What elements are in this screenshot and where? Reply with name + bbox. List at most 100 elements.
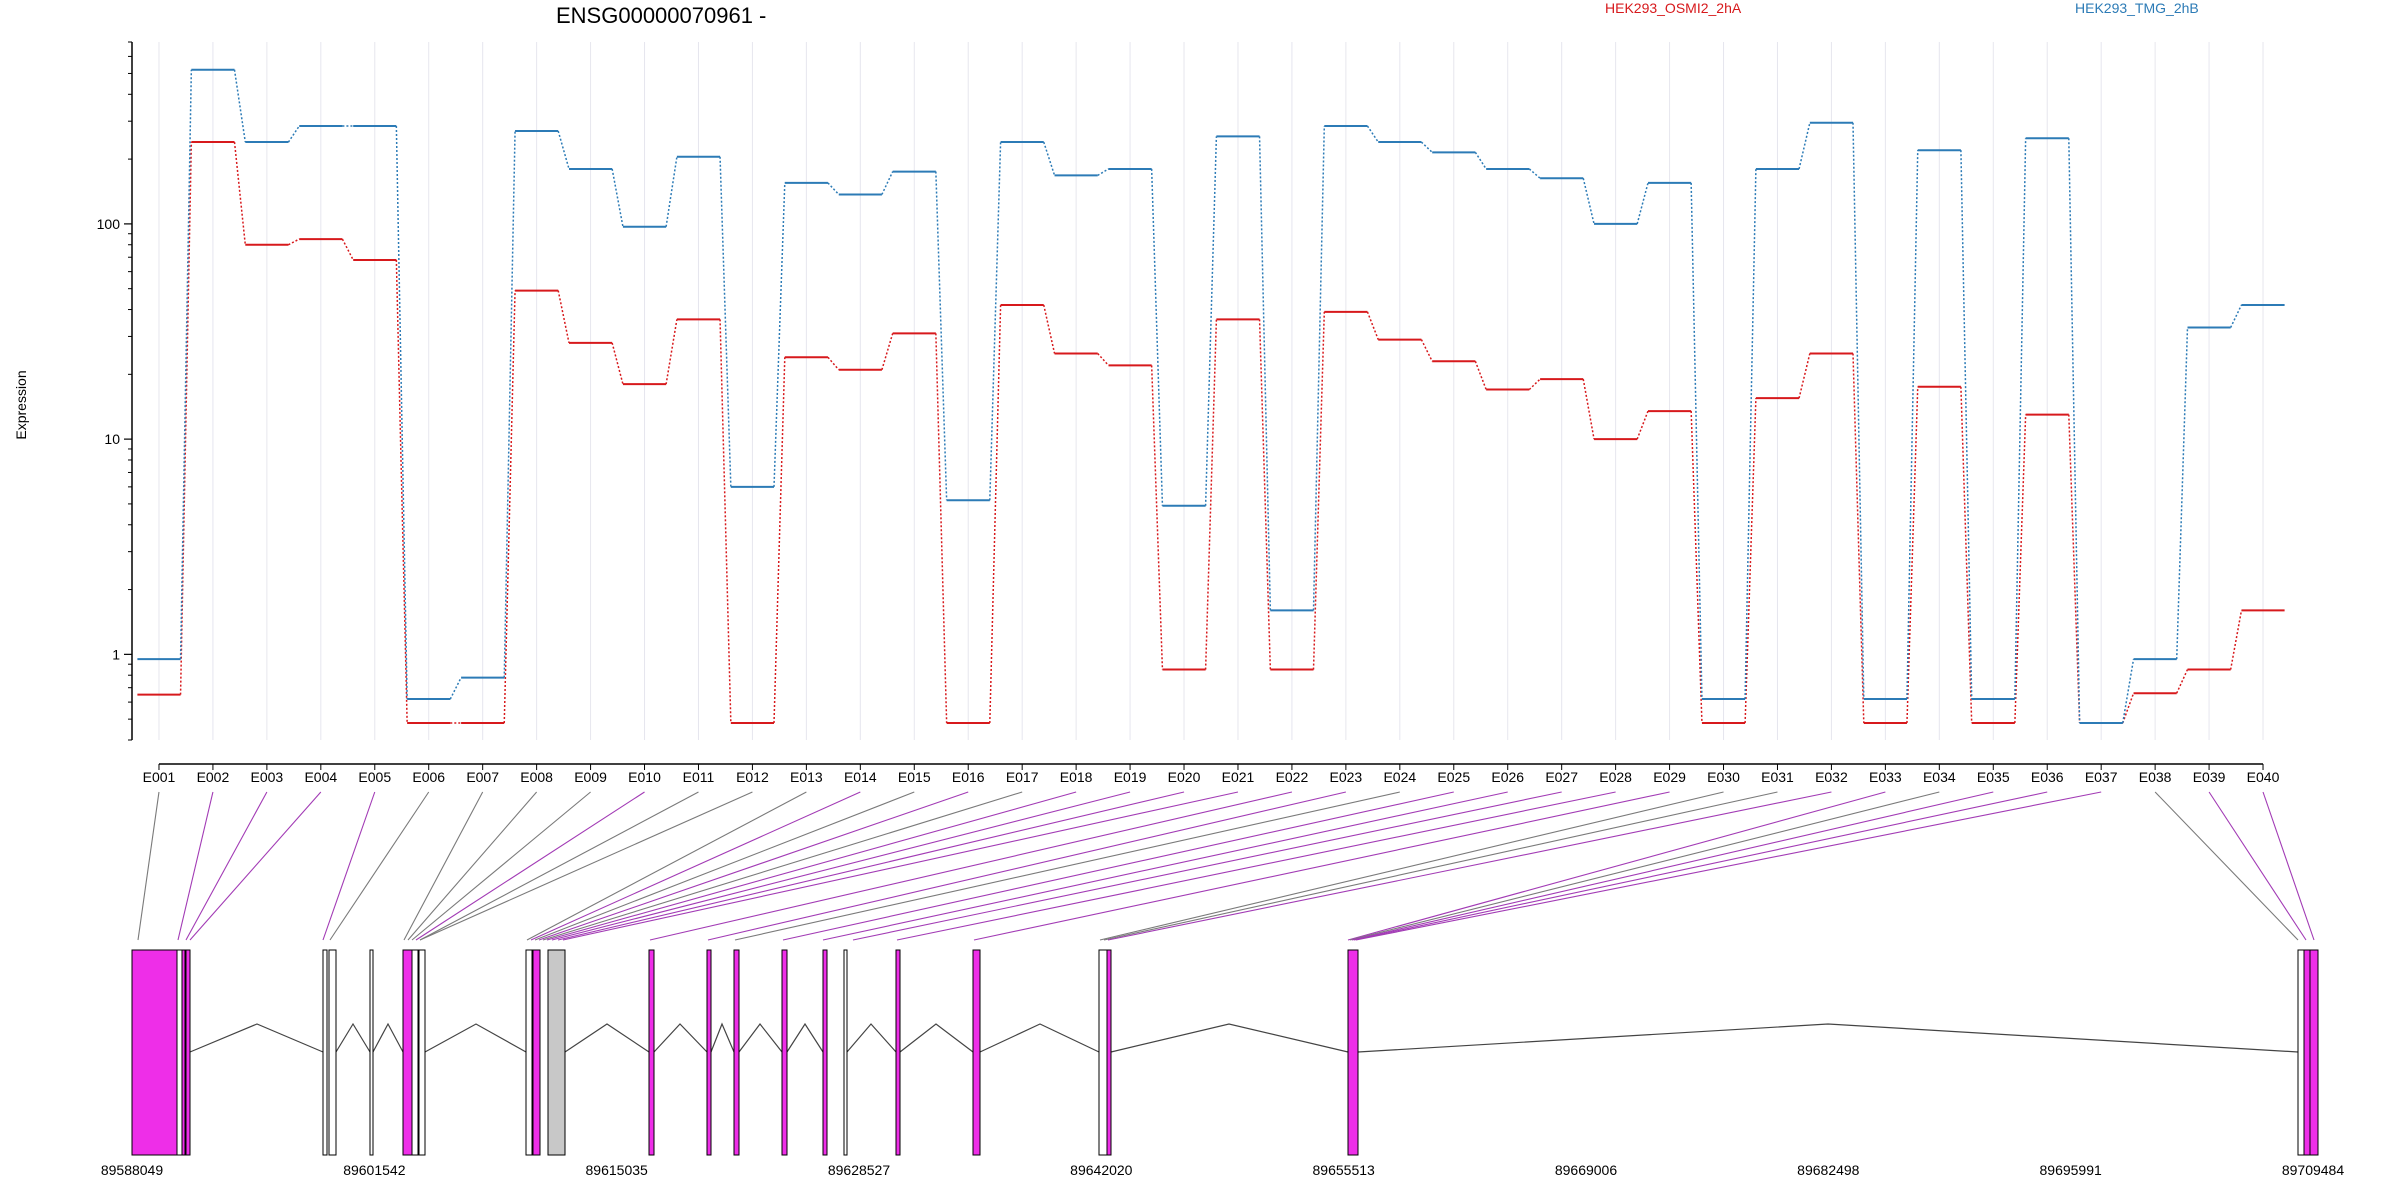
- series-connector: [2229, 610, 2243, 670]
- series-connector: [1420, 339, 1433, 362]
- exon-connector: [403, 791, 484, 941]
- y-tick-label: 100: [97, 216, 121, 232]
- x-tick-label: E022: [1276, 769, 1309, 785]
- series-connector: [1636, 410, 1649, 440]
- exon-block: [1098, 949, 1108, 1156]
- series-connector: [1582, 178, 1595, 225]
- exon-connector: [415, 791, 645, 941]
- series-connector: [341, 238, 354, 261]
- series-connector: [827, 182, 840, 195]
- series-connector: [2068, 138, 2081, 723]
- series-connector: [1204, 136, 1218, 506]
- exon-block: [547, 949, 566, 1156]
- exon-block: [2309, 949, 2319, 1156]
- exon-connector: [822, 791, 1508, 941]
- x-tick-label: E008: [520, 769, 553, 785]
- x-tick-label: E011: [683, 769, 715, 785]
- x-tick-label: E023: [1330, 769, 1363, 785]
- exon-connector: [546, 791, 1077, 941]
- exon-block: [181, 949, 186, 1156]
- exon-connector: [530, 791, 861, 941]
- exon-connector: [1355, 791, 2102, 941]
- x-tick-label: E025: [1437, 769, 1470, 785]
- series-connector: [1366, 125, 1379, 143]
- coordinate-tick-label: 89682498: [1797, 1162, 1860, 1178]
- series-lines: [137, 68, 2285, 724]
- series-connector: [1960, 386, 1973, 723]
- series-connector: [2229, 304, 2243, 328]
- exon-block: [822, 949, 828, 1156]
- x-tick-label: E018: [1060, 769, 1093, 785]
- intron-line: [786, 1022, 824, 1053]
- series-connector: [935, 171, 948, 501]
- exon-connector: [852, 791, 1562, 941]
- intron-line: [564, 1023, 650, 1053]
- vertical-gridlines: [158, 42, 2264, 740]
- x-tick-label: E004: [304, 769, 337, 785]
- exon-connector: [2154, 791, 2299, 941]
- series-connector: [2175, 327, 2189, 660]
- series-connector: [989, 304, 1002, 723]
- series-connector: [1636, 182, 1649, 225]
- intron-line: [1110, 1023, 1349, 1053]
- exon-connector: [562, 791, 1239, 941]
- exon-connector: [1107, 791, 1832, 941]
- series-connector: [1204, 319, 1218, 670]
- exon-connector: [973, 791, 1670, 941]
- series-b: [137, 68, 2285, 724]
- x-tick-label: E003: [251, 769, 284, 785]
- exon-connector: [419, 791, 699, 941]
- chart-title: ENSG00000070961 -: [556, 3, 766, 28]
- series-connector: [2176, 669, 2189, 694]
- exon-connector: [538, 791, 969, 941]
- series-connector: [1474, 360, 1487, 390]
- series-connector: [1150, 168, 1164, 506]
- x-tick-label: E027: [1545, 769, 1578, 785]
- series-connector: [503, 131, 516, 678]
- x-tick-label: E014: [844, 769, 877, 785]
- series-connector: [1258, 136, 1272, 611]
- series-connector: [2068, 414, 2081, 723]
- exon-connector: [896, 791, 1616, 941]
- plot-axes: 1 10 100: [97, 41, 2264, 765]
- series-connector: [773, 357, 786, 723]
- x-tick-label: E019: [1114, 769, 1147, 785]
- series-connector: [719, 319, 732, 723]
- exon-block: [733, 949, 740, 1156]
- series-connector: [395, 259, 408, 723]
- x-tick-label: E036: [2031, 769, 2064, 785]
- exon-block: [1106, 949, 1112, 1156]
- series-connector: [1097, 168, 1109, 177]
- exon-connector: [1353, 791, 2048, 941]
- exon-block: [185, 949, 191, 1156]
- series-connector: [1528, 168, 1541, 179]
- series-connector: [773, 182, 786, 487]
- series-connector: [179, 142, 193, 695]
- series-connector: [989, 142, 1002, 501]
- series-connector: [449, 677, 462, 700]
- exon-connector: [557, 791, 1185, 941]
- x-tick-label: E040: [2247, 769, 2280, 785]
- exon-block: [1347, 949, 1359, 1156]
- series-connector: [395, 125, 408, 700]
- x-tick-label: E002: [197, 769, 230, 785]
- intron-line: [335, 1022, 371, 1053]
- series-connector: [1312, 125, 1326, 611]
- exon-block: [328, 949, 337, 1156]
- series-connector: [1906, 150, 1919, 700]
- series-connector: [1420, 141, 1433, 153]
- coordinate-tick-label: 89709484: [2282, 1162, 2345, 1178]
- coordinate-tick-label: 89615035: [586, 1162, 649, 1178]
- series-connector: [2014, 138, 2027, 700]
- series-connector: [288, 238, 300, 246]
- exon-block: [411, 949, 419, 1156]
- series-connector: [2014, 414, 2027, 723]
- x-tick-label: E001: [143, 769, 176, 785]
- series-connector: [1150, 365, 1164, 670]
- exon-block: [418, 949, 426, 1156]
- exon-block: [2297, 949, 2305, 1156]
- x-tick-label: E015: [898, 769, 931, 785]
- series-connector: [1744, 168, 1757, 700]
- series-connector: [665, 319, 678, 385]
